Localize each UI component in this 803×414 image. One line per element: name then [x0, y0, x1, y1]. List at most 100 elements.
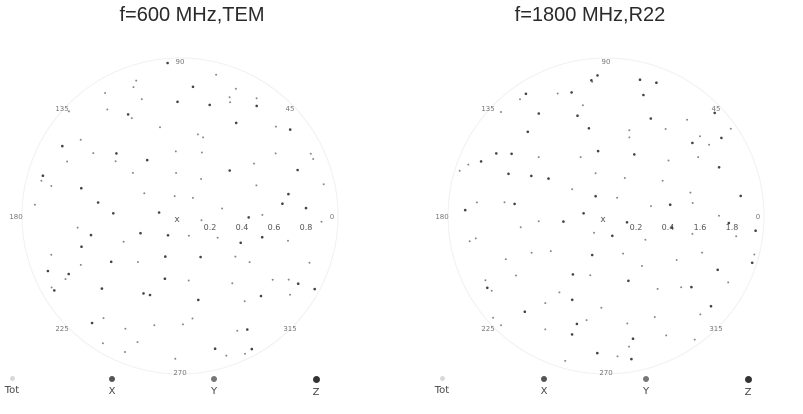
legend-label: Tot	[4, 385, 20, 396]
data-point	[142, 292, 145, 295]
data-point	[628, 129, 631, 132]
data-point	[287, 192, 290, 196]
data-point	[537, 220, 540, 223]
data-point	[115, 152, 118, 155]
data-point	[644, 238, 647, 241]
data-point	[215, 73, 218, 76]
data-point	[260, 235, 264, 239]
data-point	[79, 138, 82, 141]
data-point	[495, 152, 498, 155]
data-point	[729, 127, 732, 130]
data-point	[585, 319, 588, 322]
data-point	[594, 194, 597, 198]
legend-label: Y	[210, 386, 218, 397]
legend-label: Z	[744, 387, 752, 398]
data-point	[458, 169, 461, 172]
data-point	[90, 321, 94, 325]
angle-label: 45	[286, 105, 295, 113]
data-point	[166, 234, 170, 237]
radial-label: 0.4	[662, 223, 675, 232]
data-point	[136, 261, 139, 263]
angle-label: 45	[712, 105, 721, 113]
data-point	[523, 310, 527, 314]
data-point	[50, 185, 53, 187]
data-point	[467, 163, 470, 166]
radial-label: 0.8	[300, 223, 313, 232]
polar-boundary	[447, 57, 765, 375]
legend-label: X	[540, 386, 548, 397]
data-point	[753, 253, 756, 256]
legend-item: Y	[631, 376, 661, 397]
angle-label: 135	[481, 105, 494, 113]
legend-marker	[439, 376, 445, 381]
data-point	[176, 100, 179, 104]
polar-panel-1800mhz: f=1800 MHz,R22 90 45 0 315 270 225 180 135 0.2 0.…	[402, 0, 802, 414]
data-point	[140, 98, 143, 101]
data-point	[243, 300, 246, 303]
data-point	[216, 236, 219, 239]
angle-label: 0	[756, 213, 760, 221]
data-point	[234, 87, 237, 90]
data-point	[513, 202, 516, 206]
data-point	[675, 259, 678, 261]
chart-title: f=600 MHz,TEM	[119, 4, 265, 26]
data-point	[308, 261, 311, 264]
data-point	[124, 351, 126, 353]
data-point	[67, 272, 70, 276]
data-point	[633, 153, 636, 156]
data-point	[76, 226, 79, 229]
angle-label: 270	[599, 369, 612, 376]
data-point	[67, 110, 70, 113]
data-point	[139, 231, 142, 235]
data-point	[656, 287, 659, 290]
legend-item: X	[529, 376, 559, 397]
data-point	[667, 159, 670, 162]
data-point	[61, 144, 64, 148]
data-point	[530, 174, 533, 178]
data-point	[699, 313, 702, 316]
data-point	[199, 255, 202, 259]
data-point	[581, 104, 584, 107]
data-point	[187, 279, 190, 282]
legend-marker	[312, 376, 320, 383]
data-point	[250, 347, 254, 351]
angle-label: 90	[602, 58, 611, 66]
data-point	[698, 135, 701, 138]
data-point	[234, 255, 237, 258]
angle-label: 180	[435, 213, 448, 221]
data-point	[148, 293, 152, 297]
data-point	[600, 306, 603, 309]
data-point	[727, 221, 731, 225]
legend-item: Y	[199, 376, 229, 397]
data-point	[510, 152, 513, 156]
data-point	[255, 97, 258, 100]
data-point	[594, 172, 597, 175]
data-point	[281, 202, 284, 205]
data-point	[530, 251, 533, 254]
data-point	[625, 221, 629, 224]
data-point	[524, 92, 528, 96]
data-point	[641, 265, 643, 267]
data-point	[718, 214, 720, 217]
legend-label: Y	[642, 386, 650, 397]
data-point	[664, 128, 667, 130]
data-point	[225, 354, 228, 357]
data-point	[202, 136, 205, 139]
data-point	[668, 203, 672, 206]
center-marker: x	[600, 215, 606, 225]
data-point	[261, 213, 264, 216]
data-point	[228, 169, 231, 172]
center-marker: x	[174, 215, 180, 225]
data-point	[490, 289, 493, 292]
data-point	[537, 156, 540, 159]
data-point	[104, 92, 107, 94]
data-point	[754, 229, 757, 232]
data-point	[474, 237, 477, 240]
data-point	[163, 277, 167, 281]
data-point	[288, 128, 292, 131]
legend-marker	[211, 376, 217, 382]
data-point	[191, 317, 194, 320]
data-point	[504, 258, 507, 261]
angle-label: 315	[709, 325, 722, 333]
data-point	[153, 324, 156, 327]
